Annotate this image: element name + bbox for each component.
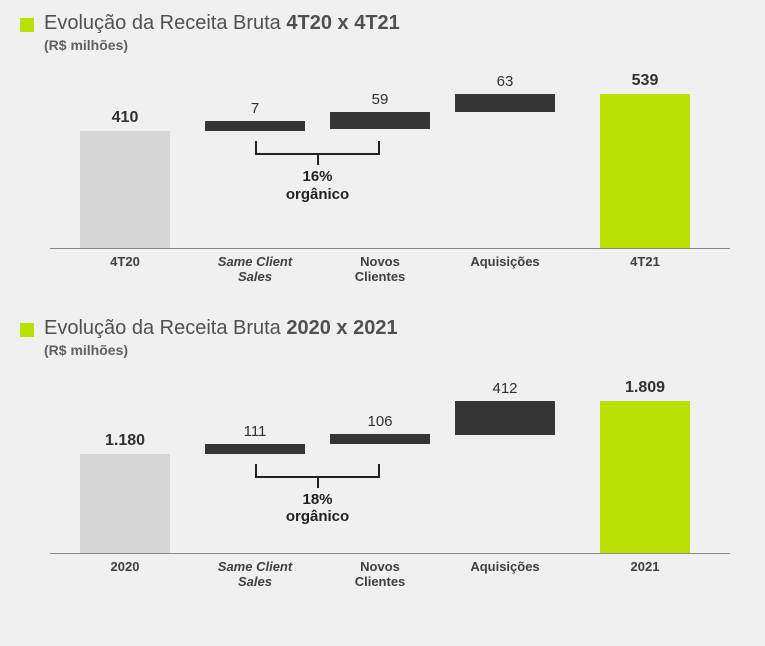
x-axis-labels: 2020 Same ClientSales NovosClientes Aquisiç… [50,556,730,594]
bullet-icon [20,18,34,32]
x-label-same: Same ClientSales [200,560,310,590]
bar-value-label: 539 [600,72,690,90]
chart-block-0: Evolução da Receita Bruta 4T20 x 4T21 (R$… [20,12,745,289]
organic-word: orgânico [258,186,378,203]
x-label-novos: NovosClientes [325,255,435,285]
bracket-stem-icon [317,478,319,488]
organic-word: orgânico [258,508,378,525]
bar-end [600,401,690,553]
bar-same [205,444,305,454]
organic-pct: 18% [258,491,378,508]
x-label-aquis: Aquisições [450,255,560,270]
bar-value-label: 412 [455,380,555,397]
x-label-start: 4T20 [70,255,180,270]
bar-end [600,94,690,248]
bar-aquis [455,94,555,112]
organic-label: 18%orgânico [258,491,378,526]
x-axis-labels: 4T20 Same ClientSales NovosClientes Aquisiç… [50,251,730,289]
chart-area: 410 7 59 63 539 16%orgânico 4T20 Same ClientSal… [50,59,730,289]
chart-area: 1.180 111 106 412 1.809 18%orgânico 2020 Same C… [50,364,730,594]
bar-novos [330,434,430,444]
chart-title: Evolução da Receita Bruta 4T20 x 4T21 [44,12,400,35]
chart-title-row: Evolução da Receita Bruta 4T20 x 4T21 [20,12,745,35]
plot: 4107596353916%orgânico [50,89,730,249]
x-label-same: Same ClientSales [200,255,310,285]
bar-novos [330,112,430,129]
chart-title: Evolução da Receita Bruta 2020 x 2021 [44,317,398,340]
chart-title-row: Evolução da Receita Bruta 2020 x 2021 [20,317,745,340]
bar-aquis [455,401,555,436]
bracket-icon [255,141,380,155]
chart-title-prefix: Evolução da Receita Bruta [44,12,286,34]
plot: 1.1801111064121.80918%orgânico [50,394,730,554]
x-label-novos: NovosClientes [325,560,435,590]
chart-subtitle: (R$ milhões) [44,342,745,358]
bar-value-label: 410 [80,109,170,127]
chart-title-prefix: Evolução da Receita Bruta [44,317,286,339]
bracket-icon [255,464,380,478]
bar-value-label: 106 [330,413,430,430]
chart-block-1: Evolução da Receita Bruta 2020 x 2021 (R$… [20,317,745,594]
x-label-end: 2021 [590,560,700,575]
bullet-icon [20,323,34,337]
bracket-stem-icon [317,155,319,165]
bar-value-label: 63 [455,73,555,90]
chart-title-bold: 2020 x 2021 [286,317,397,339]
bar-value-label: 59 [330,91,430,108]
bar-value-label: 7 [205,100,305,117]
x-label-aquis: Aquisições [450,560,560,575]
bar-value-label: 111 [205,423,305,440]
x-label-end: 4T21 [590,255,700,270]
bar-same [205,121,305,131]
bar-start [80,131,170,248]
x-label-start: 2020 [70,560,180,575]
bar-value-label: 1.180 [80,432,170,450]
organic-pct: 16% [258,168,378,185]
chart-subtitle: (R$ milhões) [44,37,745,53]
chart-title-bold: 4T20 x 4T21 [286,12,399,34]
bar-start [80,454,170,553]
bar-value-label: 1.809 [600,379,690,397]
organic-label: 16%orgânico [258,168,378,203]
